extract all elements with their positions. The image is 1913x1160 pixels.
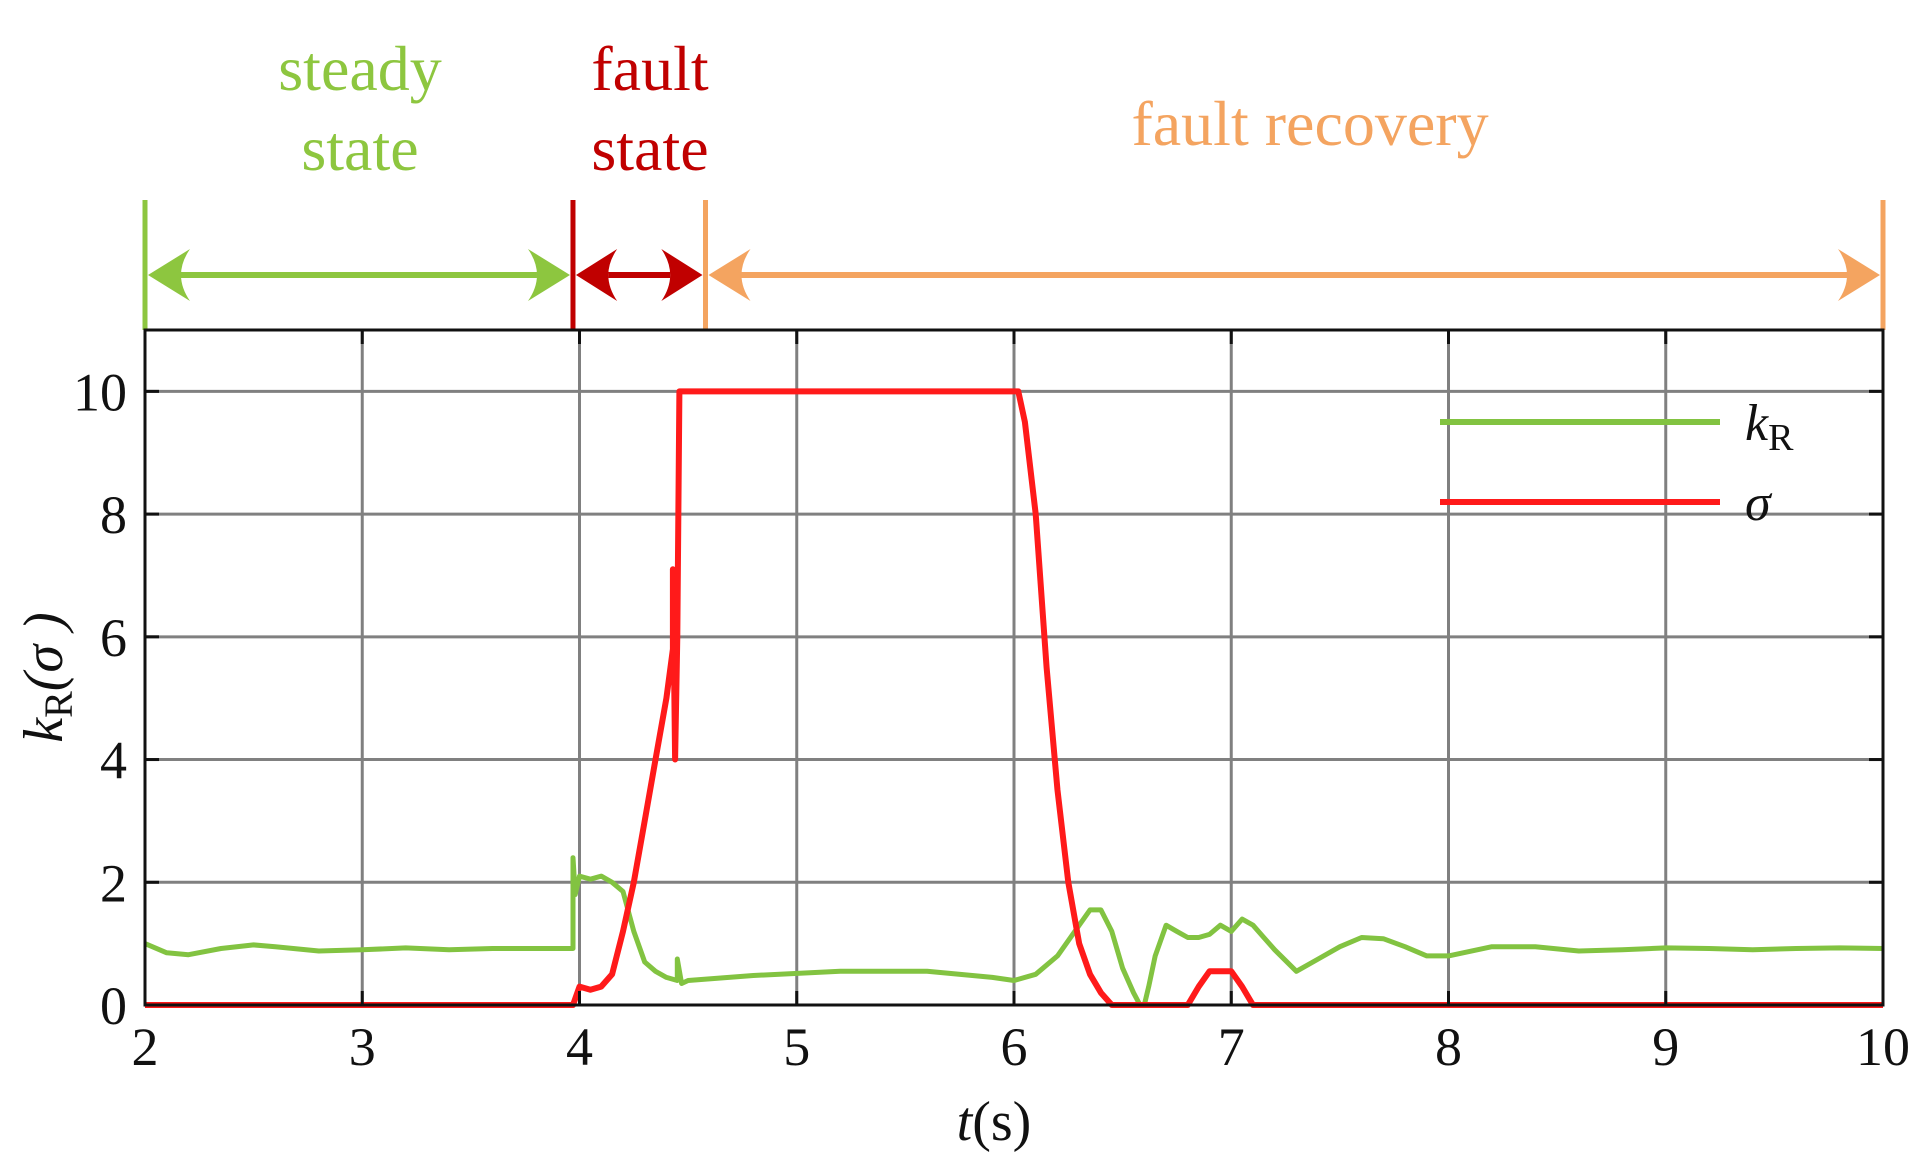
y-tick-label: 0 xyxy=(100,976,127,1036)
phase-annotations: steady state fault state fault recovery xyxy=(142,33,1886,330)
phase-arrow-head-right-steady xyxy=(527,249,570,301)
phase-label-steady: state xyxy=(301,113,418,184)
legend-label-main: σ xyxy=(1745,475,1773,532)
data-series xyxy=(144,388,1884,1008)
y-axis-main: k xyxy=(13,717,75,743)
phase-label-fault: fault xyxy=(591,33,709,104)
y-tick-label: 4 xyxy=(100,731,127,791)
legend-label-sigma: σ xyxy=(1745,475,1773,532)
x-tick-label: 7 xyxy=(1218,1017,1245,1077)
x-tick-label: 6 xyxy=(1001,1017,1028,1077)
phase-label-recovery: fault recovery xyxy=(1131,88,1488,159)
y-axis-sub: R xyxy=(36,691,81,718)
series-line-kR xyxy=(144,855,1884,1008)
x-tick-label: 4 xyxy=(566,1017,593,1077)
axis-titles: t(s) kR(σ ) xyxy=(13,612,1031,1153)
phase-label-fault: state xyxy=(591,113,708,184)
phase-arrow-head-left-fault xyxy=(575,249,618,301)
legend: kRσ xyxy=(1440,395,1794,532)
x-tick-label: 8 xyxy=(1435,1017,1462,1077)
phase-arrow-head-right-fault xyxy=(661,249,703,301)
phase-label-steady: steady xyxy=(278,33,442,104)
y-tick-label: 6 xyxy=(100,608,127,668)
legend-label-sub: R xyxy=(1768,417,1794,459)
series-line-sigma xyxy=(145,388,1883,1008)
y-tick-label: 10 xyxy=(73,362,127,422)
legend-label-kR: kR xyxy=(1745,395,1794,459)
x-axis-var: t xyxy=(957,1091,974,1153)
x-tick-label: 2 xyxy=(132,1017,159,1077)
grid-lines xyxy=(145,330,1883,1005)
phase-arrow-head-right-recovery xyxy=(1838,249,1880,301)
legend-label-main: k xyxy=(1745,395,1769,452)
phase-arrow-head-left-recovery xyxy=(708,249,751,301)
y-tick-label: 8 xyxy=(100,485,127,545)
x-tick-label: 9 xyxy=(1652,1017,1679,1077)
x-axis-title: t(s) xyxy=(957,1091,1032,1153)
x-axis-unit: (s) xyxy=(972,1091,1031,1153)
x-tick-label: 5 xyxy=(783,1017,810,1077)
y-axis-title: kR(σ ) xyxy=(13,612,81,742)
x-tick-label: 10 xyxy=(1856,1017,1910,1077)
phase-arrow-head-left-steady xyxy=(148,249,190,301)
y-tick-label: 2 xyxy=(100,853,127,913)
y-axis-paren: (σ ) xyxy=(13,612,75,691)
x-tick-label: 3 xyxy=(349,1017,376,1077)
